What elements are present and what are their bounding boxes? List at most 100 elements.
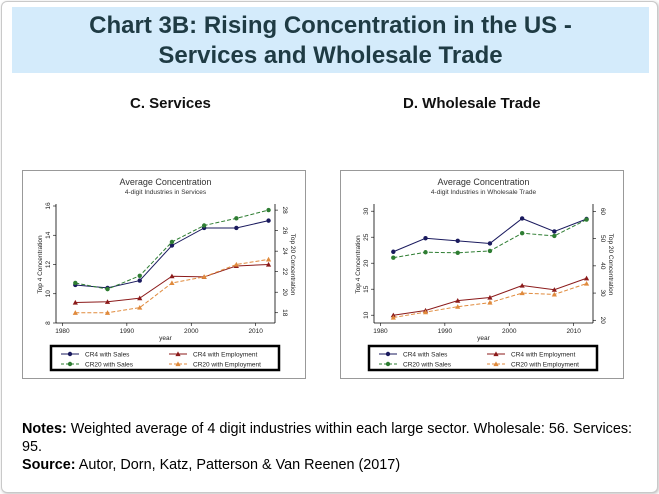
- panel-heading-wholesale: D. Wholesale Trade: [403, 95, 541, 112]
- data-point: [137, 295, 143, 301]
- data-point: [423, 250, 428, 255]
- data-point: [584, 217, 589, 222]
- x-tick-label: 1980: [55, 328, 70, 335]
- legend-entry: CR4 with Employment: [193, 351, 257, 358]
- chart-title: Average Concentration: [120, 177, 212, 187]
- y-right-tick-label: 30: [599, 289, 606, 297]
- y-axis-left-label: Top 4 Concentration: [355, 235, 362, 294]
- y-right-tick-label: 50: [599, 235, 606, 243]
- y-right-tick-label: 18: [281, 309, 288, 317]
- y-right-tick-label: 26: [281, 227, 288, 235]
- data-point: [519, 290, 525, 296]
- legend-swatch-marker: [385, 351, 391, 357]
- series-line-0: [393, 217, 587, 253]
- chart-wholesale: Average Concentration 4-digit Industries …: [340, 170, 624, 379]
- data-point: [583, 280, 590, 286]
- data-point: [169, 243, 175, 248]
- y-right-tick-label: 20: [599, 317, 606, 325]
- legend-swatch-marker: [175, 351, 181, 357]
- data-point: [455, 304, 461, 309]
- y-right-tick-label: 20: [281, 289, 288, 297]
- legend-entry: CR20 with Employment: [511, 361, 579, 368]
- data-point: [234, 216, 239, 221]
- x-tick-label: 1990: [438, 328, 453, 335]
- legend-swatch-marker: [67, 361, 73, 367]
- data-point: [390, 312, 396, 318]
- data-point: [137, 273, 142, 278]
- x-axis-label: year: [477, 335, 490, 342]
- data-point: [423, 236, 428, 241]
- y-left-tick-label: 15: [363, 285, 370, 293]
- data-point: [169, 280, 175, 286]
- chart-services: Average Concentration 4-digit Industries …: [22, 170, 306, 379]
- notes-text: Weighted average of 4 digit industries w…: [22, 421, 633, 455]
- legend-swatch-marker: [67, 351, 73, 357]
- data-point: [391, 255, 396, 260]
- chart-services-svg: Average Concentration 4-digit Industries …: [37, 177, 296, 372]
- y-left-tick-label: 10: [363, 311, 370, 319]
- x-tick-label: 1980: [373, 328, 388, 335]
- data-point: [552, 233, 557, 239]
- data-point: [487, 299, 493, 305]
- data-point: [233, 261, 239, 267]
- y-axis-left-label: Top 4 Concentration: [37, 235, 44, 294]
- x-tick-label: 2010: [566, 328, 581, 335]
- chart-subtitle: 4-digit Industries in Services: [125, 189, 207, 196]
- data-point: [266, 218, 271, 223]
- legend-entry: CR20 with Sales: [85, 361, 134, 368]
- data-point: [487, 248, 493, 254]
- data-point: [551, 287, 557, 292]
- data-point: [137, 278, 142, 283]
- y-left-tick-label: 30: [363, 207, 370, 215]
- data-point: [201, 223, 207, 228]
- data-point: [265, 261, 272, 267]
- data-point: [487, 241, 493, 246]
- data-point: [391, 249, 396, 254]
- source-line: Source: Autor, Dorn, Katz, Patterson & V…: [22, 456, 642, 474]
- y-axis-right-label: Top 20 Concentration: [289, 234, 296, 296]
- data-point: [169, 239, 175, 245]
- data-point: [72, 310, 78, 315]
- y-right-tick-label: 40: [599, 262, 606, 270]
- data-point: [72, 299, 78, 305]
- y-left-tick-label: 10: [45, 290, 52, 298]
- legend-entry: CR4 with Sales: [85, 351, 130, 358]
- data-point: [201, 274, 207, 279]
- data-point: [583, 275, 590, 281]
- x-tick-label: 1990: [120, 328, 135, 335]
- y-axis-right-label: Top 20 Concentration: [607, 234, 614, 296]
- data-point: [390, 314, 396, 320]
- data-point: [552, 229, 557, 234]
- slide-title-line-1: Chart 3B: Rising Concentration in the US…: [89, 12, 572, 39]
- y-left-tick-label: 8: [45, 321, 52, 325]
- data-point: [455, 250, 460, 255]
- data-point: [104, 310, 111, 315]
- data-point: [105, 286, 110, 292]
- y-left-tick-label: 12: [45, 261, 52, 269]
- legend-swatch-marker: [175, 361, 181, 367]
- notes-line: Notes: Weighted average of 4 digit indus…: [22, 420, 642, 456]
- slide-title-box: Chart 3B: Rising Concentration in the US…: [12, 7, 649, 73]
- data-point: [519, 282, 525, 288]
- data-point: [519, 231, 525, 236]
- legend-swatch-marker: [385, 361, 391, 367]
- x-tick-label: 2000: [184, 328, 199, 335]
- legend-entry: CR20 with Employment: [193, 361, 261, 368]
- y-left-tick-label: 14: [45, 231, 52, 239]
- data-point: [455, 298, 461, 303]
- data-point: [519, 216, 525, 221]
- y-left-tick-label: 25: [363, 233, 370, 241]
- x-axis-label: year: [159, 335, 172, 342]
- legend-box: [49, 344, 281, 372]
- data-point: [455, 238, 460, 244]
- chart-subtitle: 4-digit Industries in Wholesale Trade: [431, 189, 537, 196]
- legend-swatch-marker: [493, 361, 499, 367]
- panel-heading-services: C. Services: [130, 95, 211, 112]
- data-point: [73, 280, 78, 286]
- data-point: [104, 299, 111, 304]
- data-point: [137, 305, 143, 310]
- source-label: Source:: [22, 457, 76, 473]
- data-point: [169, 273, 175, 279]
- notes-label: Notes:: [22, 421, 67, 437]
- legend-swatch-marker: [493, 351, 499, 357]
